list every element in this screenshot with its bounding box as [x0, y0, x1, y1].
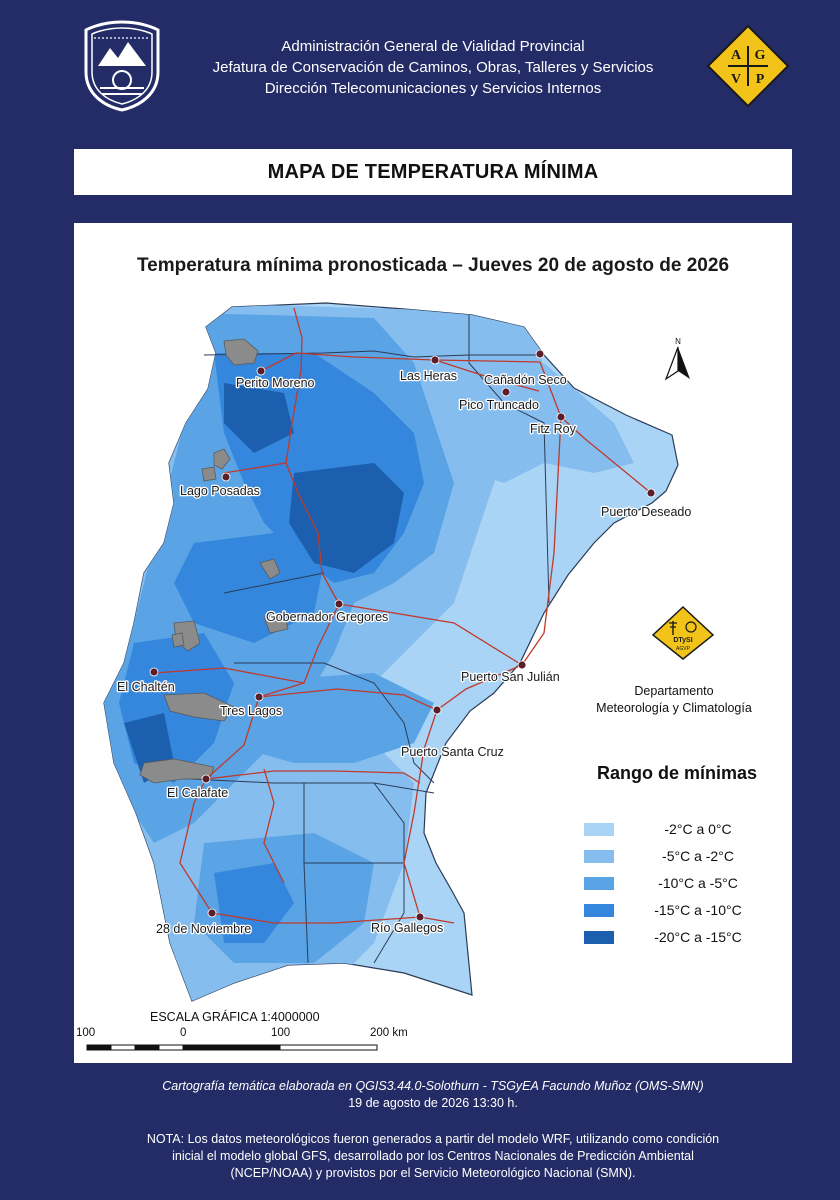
- city-label: Fitz Roy: [530, 422, 577, 436]
- city-marker: [221, 472, 231, 482]
- legend-label: -20°C a -15°C: [654, 929, 742, 945]
- legend-label: -5°C a -2°C: [662, 848, 734, 864]
- city-marker: [501, 387, 511, 397]
- city-marker: [254, 692, 264, 702]
- city-label: Río Gallegos: [371, 921, 443, 935]
- legend-item: -5°C a -2°C: [584, 847, 774, 867]
- header-line-3: Dirección Telecomunicaciones y Servicios…: [264, 80, 602, 97]
- city-marker: [535, 349, 545, 359]
- agvp-letter-p: P: [756, 72, 765, 87]
- agvp-letter-a: A: [731, 48, 742, 63]
- legend-item: -2°C a 0°C: [584, 820, 774, 840]
- city-marker: [207, 908, 217, 918]
- city-marker: [415, 912, 425, 922]
- legend-label: -2°C a 0°C: [664, 821, 732, 837]
- city-label: Tres Lagos: [220, 704, 282, 718]
- legend-label: -15°C a -10°C: [654, 902, 742, 918]
- legend-item: -15°C a -10°C: [584, 901, 774, 921]
- lake-posadas: [213, 448, 231, 470]
- lake-argentino: [139, 758, 215, 784]
- dtysi-logo-sub: AGVP: [676, 646, 691, 652]
- zone-20-15-a: [289, 463, 404, 573]
- city-label: Puerto Deseado: [601, 505, 691, 519]
- cities-layer: Perito Moreno Las Heras Cañadón Seco Pico T…: [116, 349, 693, 937]
- lake-cardiel: [263, 614, 289, 634]
- map-title: Temperatura mínima pronosticada – Jueves…: [136, 255, 730, 276]
- city-label: Gobernador Gregores: [266, 610, 388, 624]
- legend-swatch: [584, 904, 614, 917]
- city-marker: [256, 366, 266, 376]
- legend-swatch: [584, 823, 614, 836]
- footer-datetime: 19 de agosto de 2026 13:30 h.: [348, 1096, 518, 1110]
- agvp-logo-icon: A G V P: [706, 24, 790, 108]
- zone-20-15-b: [224, 383, 294, 453]
- legend-item: -20°C a -15°C: [584, 928, 774, 948]
- scale-label: 200 km: [370, 1027, 408, 1039]
- city-label: Puerto San Julián: [461, 670, 560, 684]
- province-seal-icon: [84, 20, 160, 112]
- footer-note-line-1: NOTA: Los datos meteorológicos fueron ge…: [146, 1132, 720, 1146]
- north-label: N: [675, 337, 681, 346]
- lake-belgrano: [259, 558, 281, 580]
- city-label: Cañadón Seco: [484, 373, 567, 387]
- city-label: 28 de Noviembre: [156, 922, 251, 936]
- city-label: El Calafate: [167, 786, 228, 800]
- legend-swatch: [584, 877, 614, 890]
- city-marker: [646, 488, 656, 498]
- city-marker: [201, 774, 211, 784]
- city-marker: [430, 355, 440, 365]
- city-marker: [556, 412, 566, 422]
- legend-item: -10°C a -5°C: [584, 874, 774, 894]
- department-line-2: Meteorología y Climatología: [596, 701, 752, 715]
- legend-title: Rango de mínimas: [596, 763, 758, 783]
- legend-label: -10°C a -5°C: [658, 875, 738, 891]
- scale-label: 0: [180, 1027, 187, 1039]
- footer-note-line-3: (NCEP/NOAA) y provistos por el Servicio …: [230, 1166, 636, 1180]
- lake-pueyrredon: [201, 466, 217, 482]
- city-marker: [334, 599, 344, 609]
- zone-15-10-c: [284, 393, 404, 473]
- header: Administración General de Vialidad Provi…: [0, 0, 840, 140]
- lakes: [139, 338, 289, 784]
- map-canvas: N Perito Moreno Las Heras Cañadón Seco Pico…: [86, 302, 693, 1051]
- city-label: Perito Moreno: [236, 376, 315, 390]
- city-label: Las Heras: [400, 369, 457, 383]
- header-line-2: Jefatura de Conservación de Caminos, Obr…: [212, 59, 654, 76]
- lake-viedma: [163, 692, 235, 722]
- scale-bar: [86, 1044, 378, 1051]
- banner-title: MAPA DE TEMPERATURA MÍNIMA: [267, 160, 599, 183]
- department-caption: Departamento Meteorología y Climatología: [594, 683, 754, 717]
- lake-tar: [171, 632, 185, 648]
- roads: [153, 307, 652, 924]
- department-line-1: Departamento: [634, 684, 714, 698]
- map-panel: Temperatura mínima pronosticada – Jueves…: [74, 223, 792, 1063]
- legend-swatch: [584, 850, 614, 863]
- agvp-letter-v: V: [731, 72, 741, 87]
- footer-credit: Cartografía temática elaborada en QGIS3.…: [162, 1079, 704, 1093]
- city-label: El Chaltén: [117, 680, 175, 694]
- city-marker: [149, 667, 159, 677]
- scale-label: 100: [271, 1027, 291, 1039]
- scale-label: 100: [76, 1027, 96, 1039]
- city-label: Pico Truncado: [459, 398, 539, 412]
- agvp-letter-g: G: [755, 48, 766, 63]
- scale-title: ESCALA GRÁFICA 1:4000000: [150, 1010, 320, 1024]
- dtysi-logo-icon: DTySI AGVP: [651, 605, 715, 660]
- north-arrow-icon: N: [664, 337, 690, 381]
- city-label: Puerto Santa Cruz: [401, 745, 504, 759]
- lake-buenos-aires: [223, 338, 259, 366]
- city-label: Lago Posadas: [180, 484, 260, 498]
- header-line-1: Administración General de Vialidad Provi…: [281, 38, 585, 55]
- city-marker: [432, 705, 442, 715]
- city-marker: [517, 660, 527, 670]
- banner-title-box: MAPA DE TEMPERATURA MÍNIMA: [74, 149, 792, 195]
- dtysi-logo-text: DTySI: [673, 637, 692, 644]
- footer-note-line-2: inicial el modelo global GFS, desarrolla…: [172, 1149, 694, 1163]
- legend-swatch: [584, 931, 614, 944]
